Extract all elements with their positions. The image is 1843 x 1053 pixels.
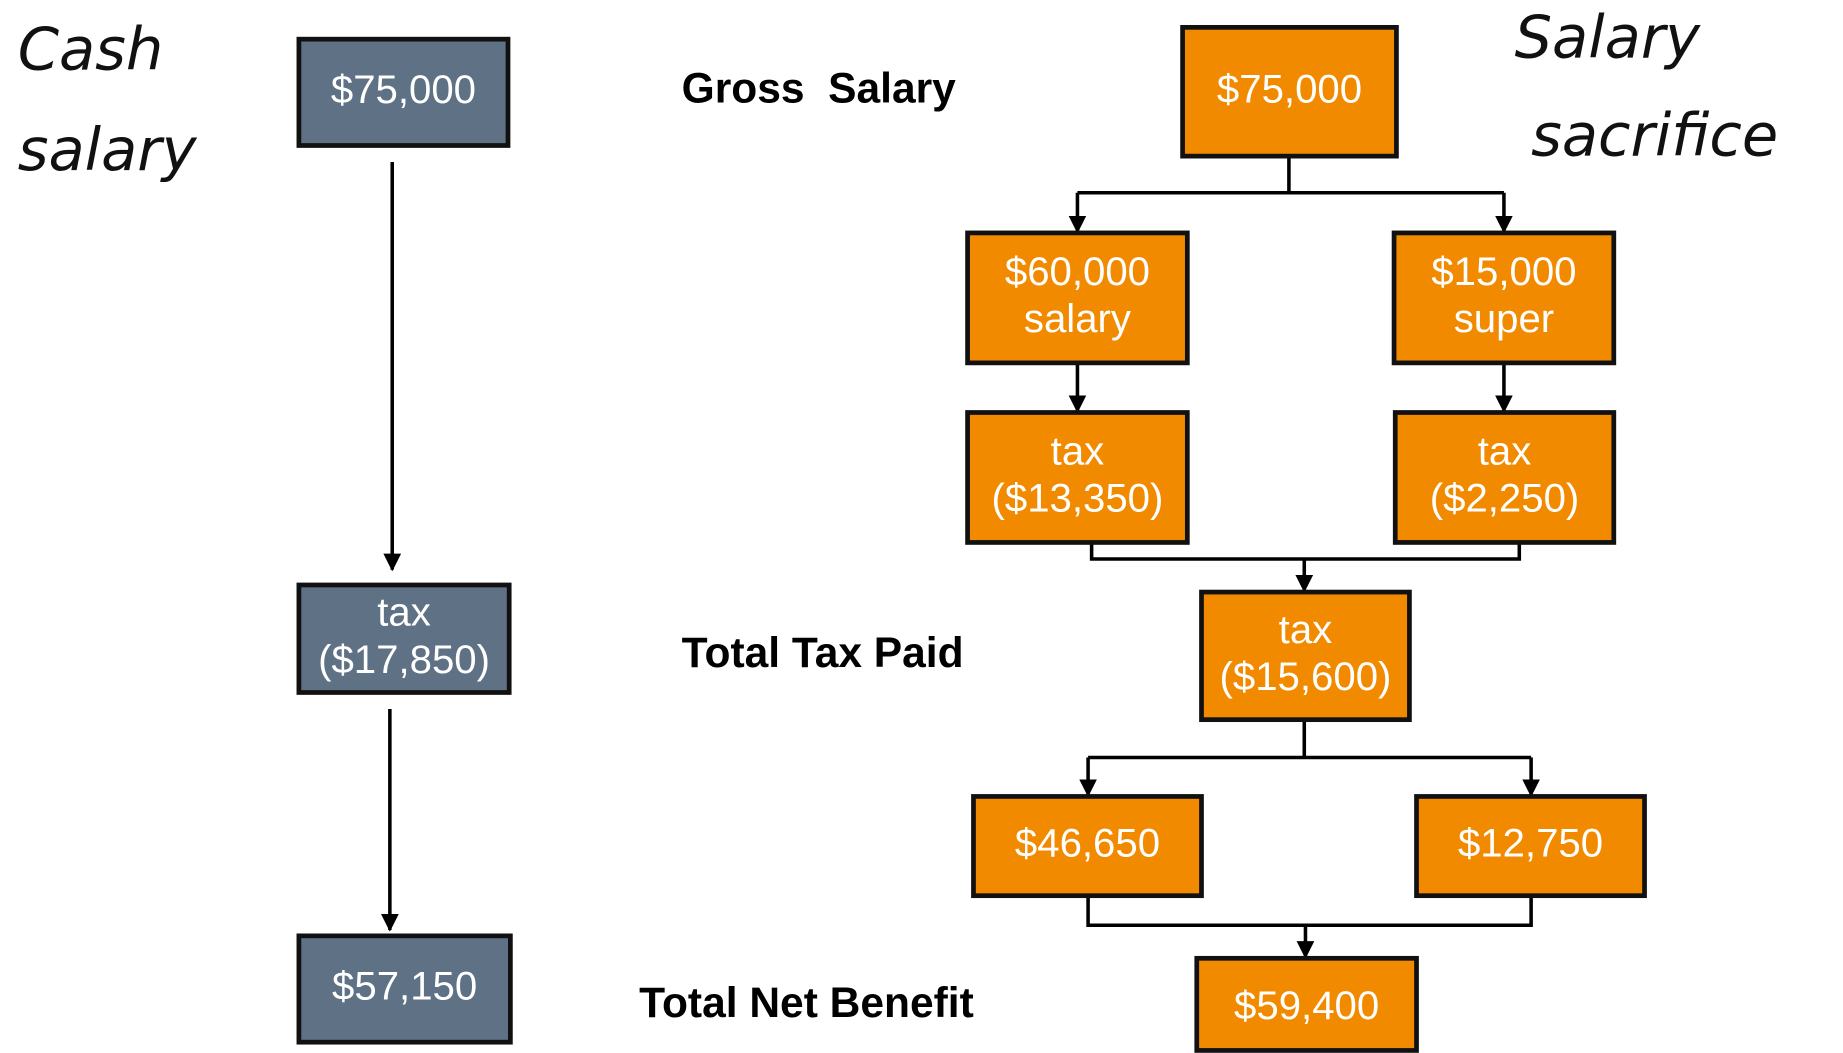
node-box — [1199, 589, 1412, 723]
node-text: $46,650 — [1015, 821, 1160, 866]
node-text: $59,400 — [1234, 983, 1379, 1028]
connector — [1088, 719, 1532, 760]
node-text: $75,000 — [1217, 66, 1362, 111]
node-box — [296, 582, 512, 695]
node-text: $57,150 — [332, 964, 477, 1009]
node-text: ($2,250) — [1430, 476, 1580, 521]
row-label: Total Tax Paid — [682, 629, 964, 677]
node-text: tax — [1051, 428, 1105, 473]
node-text: tax — [1279, 607, 1333, 652]
node-text: $60,000 — [1005, 249, 1150, 294]
node-box — [971, 794, 1204, 899]
node-box — [296, 933, 513, 1045]
row-label: Gross Salary — [682, 64, 957, 112]
connector — [1077, 156, 1504, 195]
node-box — [1392, 410, 1617, 545]
node-box — [1194, 955, 1419, 1053]
node-box — [965, 230, 1190, 366]
node-text: super — [1454, 296, 1554, 341]
connector — [1086, 895, 1533, 927]
node-box — [1180, 24, 1399, 159]
node-text: tax — [377, 590, 431, 635]
left-title: salary — [18, 115, 198, 184]
node-text: $15,000 — [1431, 249, 1576, 294]
right-title: sacrifice — [1531, 101, 1778, 170]
node-box — [965, 410, 1190, 545]
left-title: Cash — [18, 14, 164, 83]
node-text: ($17,850) — [318, 637, 490, 682]
right-title: Salary — [1515, 3, 1702, 72]
node-box — [296, 36, 511, 148]
node-box — [1391, 230, 1617, 366]
node-text: $75,000 — [331, 67, 476, 112]
node-text: $12,750 — [1458, 821, 1603, 866]
node-text: salary — [1024, 296, 1131, 341]
node-text: ($13,350) — [991, 476, 1163, 521]
node-box — [1414, 794, 1647, 899]
connectors — [381, 156, 1540, 959]
node-text: tax — [1478, 428, 1532, 473]
connector — [1089, 542, 1522, 561]
row-label: Total Net Benefit — [639, 979, 974, 1027]
node-text: ($15,600) — [1220, 654, 1392, 699]
